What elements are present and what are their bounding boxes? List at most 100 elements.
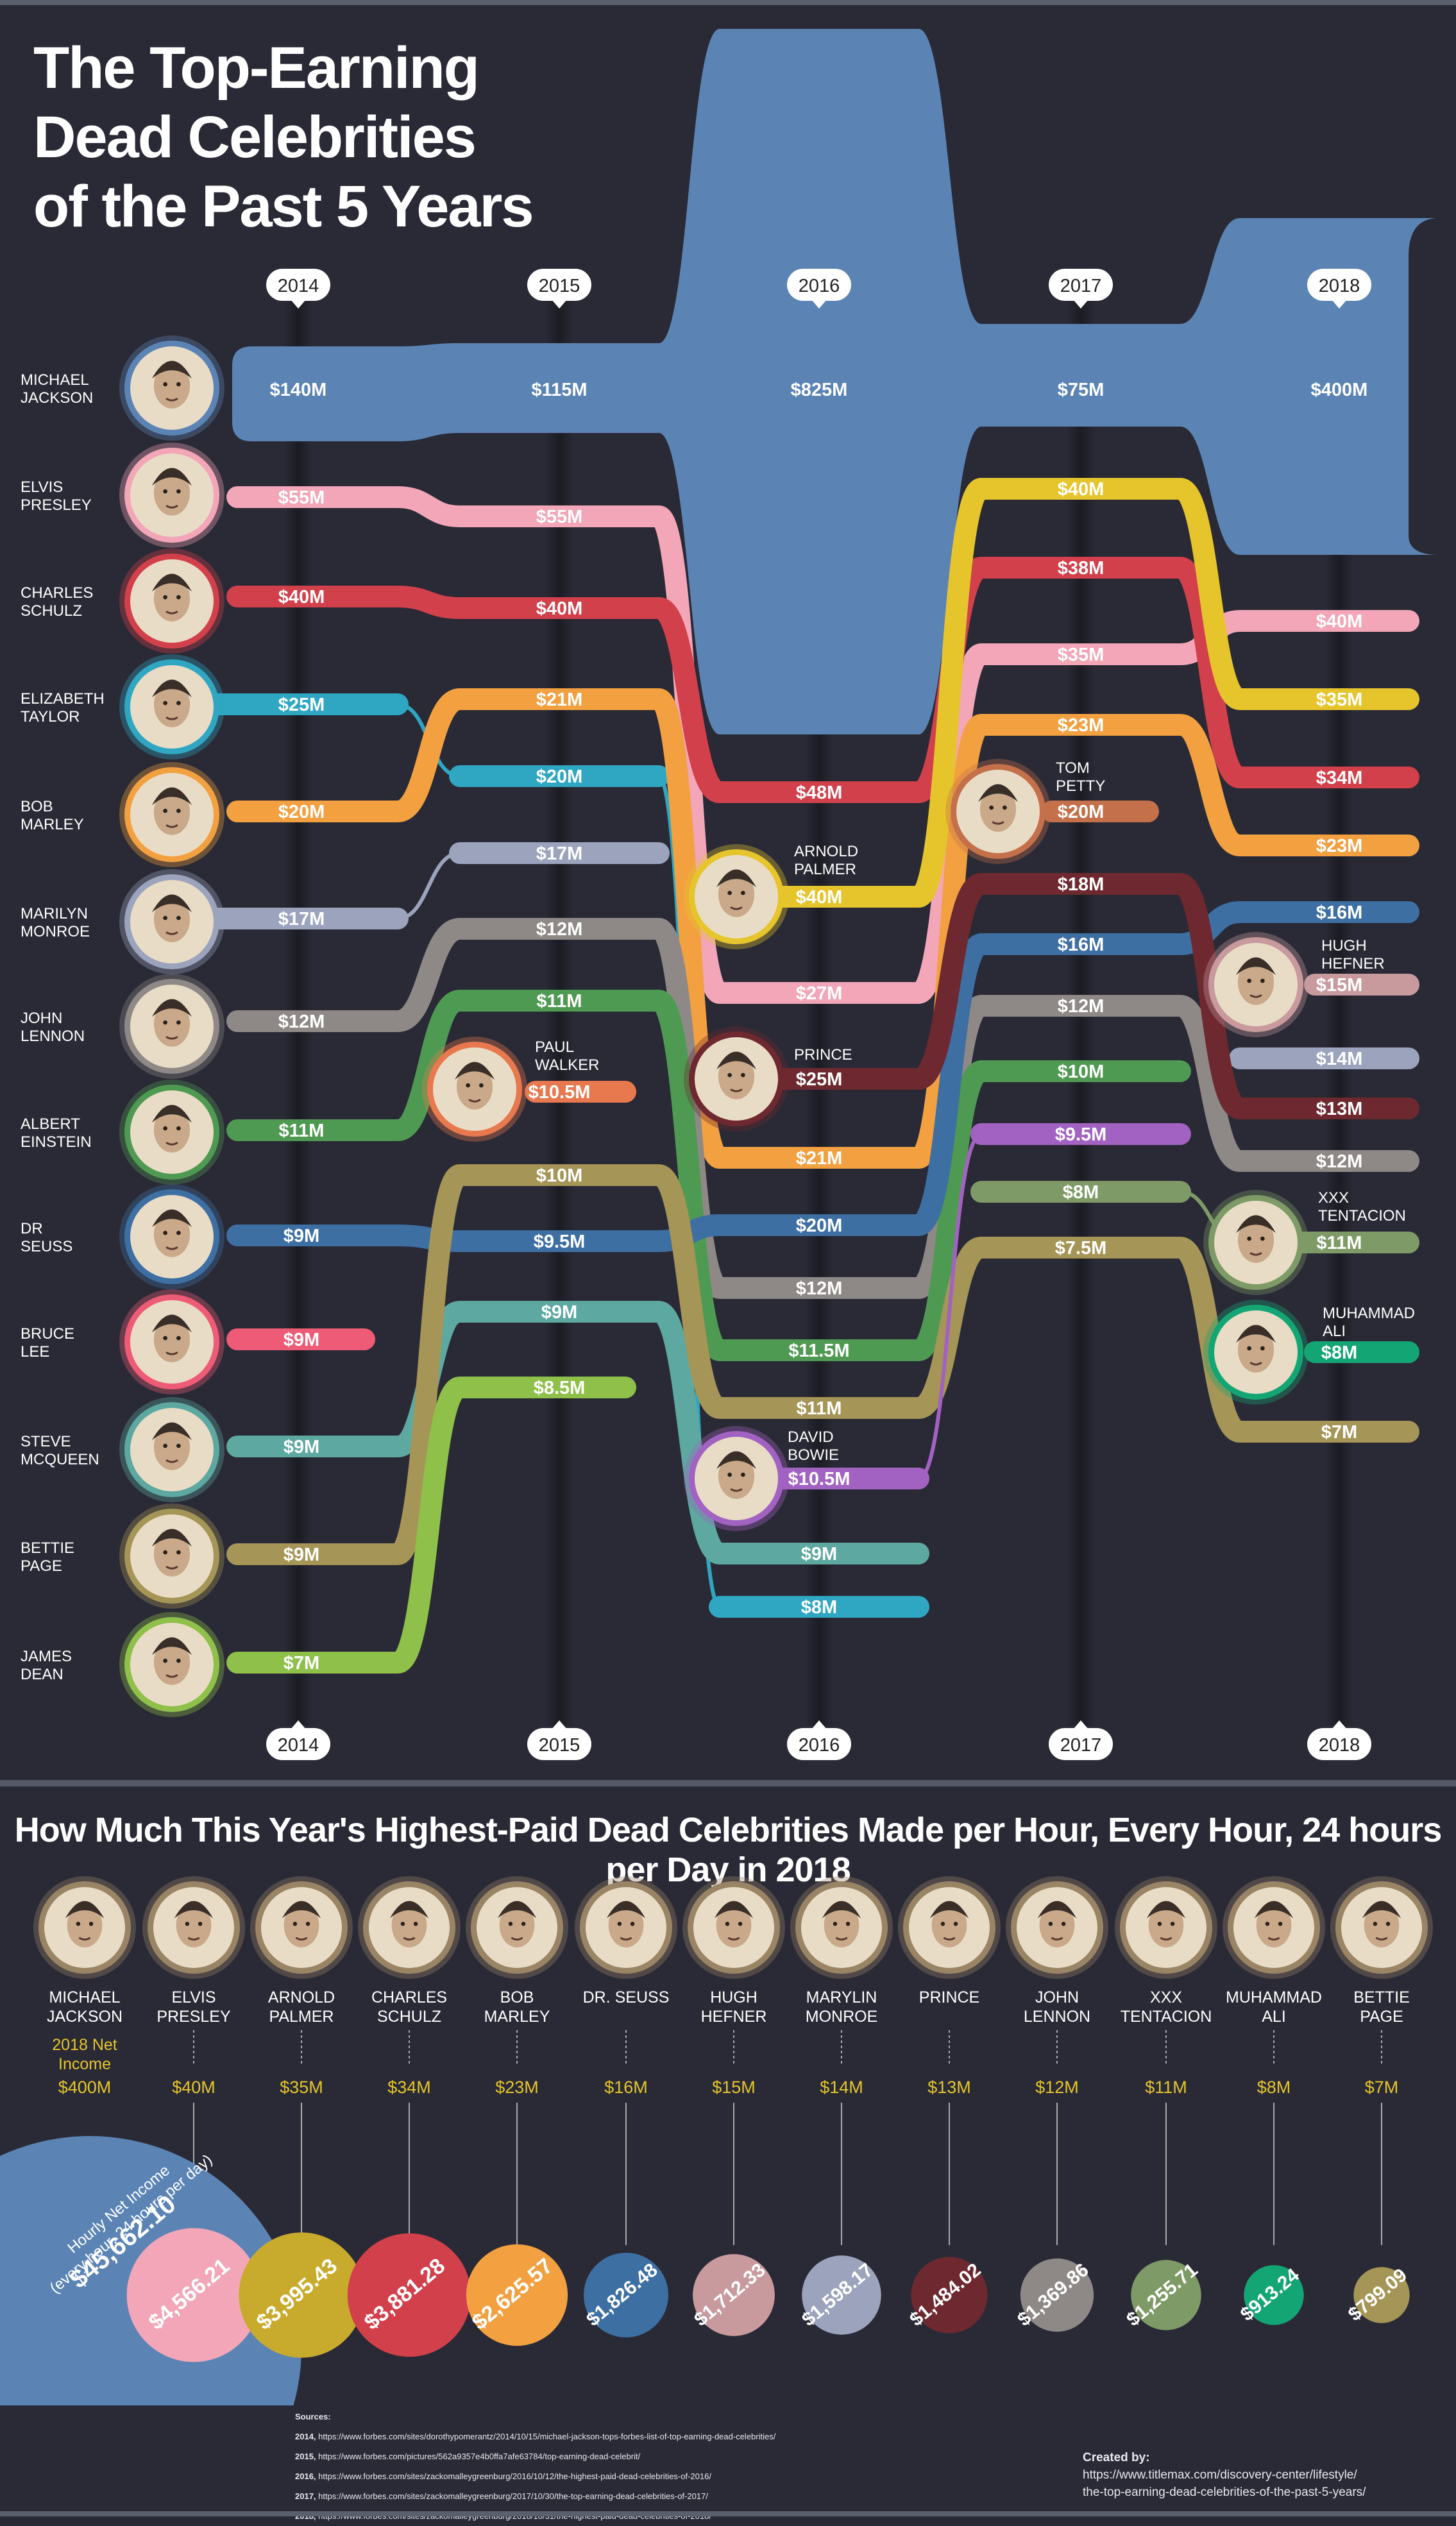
celebrity-name: PRINCE — [794, 1046, 852, 1064]
credit-link-1[interactable]: https://www.titlemax.com/discovery-cente… — [1083, 2468, 1357, 2482]
data-label: $40M — [796, 887, 843, 908]
celebrity-portraits: MICHAEL JACKSON $400M ELVIS PRESLEY $40M ARNOL… — [33, 1876, 1433, 2245]
net-income: $14M — [820, 2078, 863, 2097]
celebrity-name: MUHAMMAD ALI — [1226, 1988, 1322, 2026]
celebrity-name: ELVIS PRESLEY — [157, 1988, 231, 2026]
avatar-tom-petty — [945, 759, 1051, 864]
data-label: $35M — [1058, 645, 1105, 665]
year-label: 2018 — [1307, 269, 1371, 309]
avatar-michael-jackson — [33, 1876, 136, 1979]
avatar-bob-marley — [119, 762, 224, 867]
net-income-label: 2018 Net Income — [52, 2036, 117, 2073]
net-income: $15M — [712, 2078, 756, 2097]
avatar-bruce-lee — [119, 1289, 224, 1394]
net-income: $7M — [1365, 2078, 1399, 2097]
bottom-bar — [0, 2511, 1456, 2516]
sources-heading: Sources: — [295, 2412, 331, 2421]
celebrity-name: ELIZABETH TAYLOR — [21, 690, 105, 725]
year-text: 2014 — [278, 1735, 319, 1756]
net-income: $16M — [604, 2078, 648, 2097]
data-label: $9.5M — [534, 1232, 586, 1252]
source-item: 2017, https://www.forbes.com/sites/zacko… — [295, 2491, 708, 2501]
avatar-bettie-page — [119, 1504, 224, 1609]
data-label: $27M — [796, 983, 843, 1004]
avatar-drseuss — [575, 1876, 677, 1979]
source-link[interactable]: https://www.forbes.com/sites/zackomalley… — [318, 2471, 711, 2481]
year-label: 2017 — [1049, 1720, 1113, 1760]
celebrity-name: JOHN LENNON — [1024, 1988, 1090, 2026]
data-label: $17M — [536, 843, 583, 864]
hourly-chart-title: How Much This Year's Highest-Paid Dead C… — [14, 1811, 1443, 1889]
celebrity-name: STEVE MCQUEEN — [21, 1433, 99, 1468]
data-label: $9.5M — [1055, 1124, 1107, 1145]
celebrity-name: HUGH HEFNER — [701, 1988, 767, 2026]
avatar-xxx-tentacion — [1115, 1876, 1217, 1979]
source-link[interactable]: https://www.forbes.com/sites/zackomalley… — [318, 2491, 708, 2501]
series-michael-jackson: $140M $115M $825M $75M $400M — [232, 29, 1439, 734]
section-divider — [0, 1780, 1456, 1786]
bubble — [1244, 2265, 1304, 2325]
credit-heading: Created by: — [1083, 2451, 1150, 2464]
celebrity-name: ARNOLD PALMER — [268, 1988, 335, 2026]
bump-chart: $140M $115M $825M $75M $400M $55M $55M $27M $35M… — [21, 29, 1439, 1760]
series-band-michael-jackson — [232, 29, 1439, 734]
avatar-john-lennon — [119, 974, 224, 1079]
year-label: 2016 — [787, 269, 851, 309]
bubble — [693, 2254, 775, 2336]
source-link[interactable]: https://www.forbes.com/pictures/562a9357… — [318, 2452, 641, 2461]
hourly-bubble-chart: MICHAEL JACKSON $400M ELVIS PRESLEY $40M ARNOL… — [0, 1876, 1433, 2405]
series-line — [226, 486, 1419, 1004]
avatar-prince — [898, 1876, 1001, 1979]
net-income: $11M — [1145, 2078, 1187, 2097]
year-label: 2015 — [527, 1720, 591, 1760]
avatar-michael-jackson — [119, 335, 224, 441]
avatar-charles-schulz — [358, 1876, 461, 1979]
series-line — [226, 1164, 1419, 1565]
year-text: 2017 — [1060, 1735, 1102, 1756]
data-label: $21M — [796, 1148, 843, 1169]
avatar-muhammad-ali — [1223, 1876, 1325, 1979]
year-text: 2016 — [799, 1735, 840, 1756]
bubble — [1131, 2260, 1201, 2330]
data-label: $8M — [1063, 1182, 1099, 1203]
avatar-john-lennon — [1006, 1876, 1108, 1979]
series-elvis-presley — [226, 486, 1419, 1004]
avatar-albert-einstein — [119, 1080, 224, 1185]
celebrity-name: JOHN LENNON — [21, 1010, 85, 1045]
avatar-elvis-presley — [119, 443, 224, 548]
hourly-bubbles: $45,662.10$4,566.21 $3,995.43 $3,881.28 $2,… — [0, 2136, 1411, 2405]
net-income: $13M — [927, 2078, 971, 2097]
data-label: $7M — [1321, 1422, 1357, 1443]
source-link[interactable]: https://www.forbes.com/sites/dorothypome… — [318, 2432, 776, 2441]
data-label: $11M — [537, 991, 582, 1012]
data-label: $11M — [797, 1398, 842, 1419]
avatar-xxx-tentacion — [1203, 1190, 1308, 1295]
bubble — [126, 2228, 261, 2362]
data-label: $20M — [278, 802, 325, 822]
celebrity-name: MICHAEL JACKSON — [47, 1988, 123, 2026]
data-label: $16M — [1058, 935, 1105, 955]
data-label: $15M — [1316, 975, 1363, 996]
credit-link-2[interactable]: the-top-earning-dead-celebrities-of-the-… — [1083, 2486, 1366, 2499]
data-label: $9M — [541, 1302, 577, 1323]
data-label: $20M — [1058, 802, 1105, 822]
data-label: $12M — [796, 1278, 843, 1299]
source-item: 2015, https://www.forbes.com/pictures/56… — [295, 2452, 641, 2461]
bubble — [239, 2232, 364, 2358]
avatar-marilyn-monroe — [119, 869, 224, 974]
celebrity-name: MICHAEL JACKSON — [21, 371, 93, 407]
celebrity-name: ELVIS PRESLEY — [21, 479, 92, 514]
data-label: $16M — [1316, 903, 1363, 923]
series-john-lennon — [226, 918, 1419, 1299]
celebrity-name: CHARLES SCHULZ — [371, 1988, 447, 2026]
data-label: $115M — [531, 380, 587, 400]
avatar-david-bowie — [684, 1426, 789, 1531]
celebrity-name: HUGH HEFNER — [1321, 937, 1385, 972]
year-column-shade — [545, 301, 573, 1725]
avatar-paul-walker — [422, 1037, 527, 1142]
celebrity-name: JAMES DEAN — [21, 1648, 72, 1683]
data-label: $7.5M — [1055, 1238, 1107, 1259]
series-lines — [188, 478, 1419, 1674]
data-label: $825M — [791, 380, 848, 400]
avatar-marylin-monroe — [790, 1876, 893, 1979]
